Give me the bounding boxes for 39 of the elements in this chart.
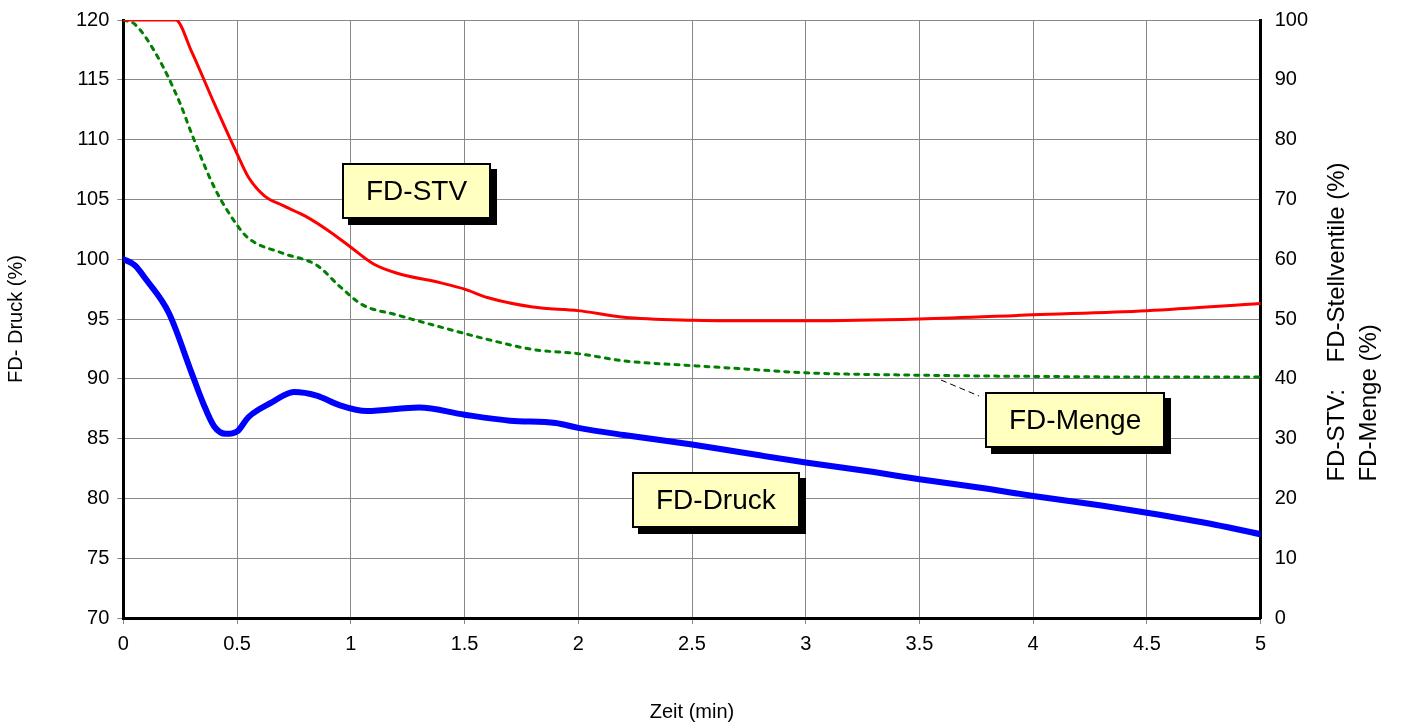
y-tick-label: 105 [75,186,110,209]
y-axis-title: FD- Druck (%) [3,255,26,383]
x-tick-label: 3 [800,631,812,654]
y-tick-label: 90 [87,366,110,389]
y2-tick-label: 90 [1274,67,1297,90]
y2-tick-label: 40 [1274,366,1297,389]
x-tick-label: 5 [1255,631,1267,654]
y-tick-label: 95 [87,306,110,329]
x-tick-label: 1 [345,631,357,654]
y-tick-label: 80 [87,485,110,508]
y2-tick-label: 20 [1274,485,1297,508]
y2-tick-label: 10 [1274,545,1297,568]
x-tick-label: 1.5 [450,631,479,654]
y2-tick-label: 80 [1274,127,1297,150]
series-label: FD-STV [342,163,492,219]
y2-tick-label: 50 [1274,306,1297,329]
y-tick-label: 115 [77,67,110,90]
series-label: FD-Druck [632,472,800,528]
x-tick-label: 0 [117,631,129,654]
x-tick-label: 4.5 [1133,631,1161,654]
x-tick-label: 2 [572,631,584,654]
x-tick-label: 3.5 [905,631,934,654]
y-tick-label: 85 [87,426,110,449]
y2-axis-title: FD-STV: FD-Stellventile (%) FD-Menge (%) [1321,162,1382,482]
y2-tick-label: 70 [1274,186,1297,209]
x-tick-label: 0.5 [223,631,251,654]
y-tick-label: 100 [75,246,110,269]
y-tick-label: 70 [87,605,110,628]
y2-tick-label: 60 [1274,246,1297,269]
series-label: FD-Menge [985,392,1166,448]
x-tick-label: 4 [1027,631,1039,654]
y-tick-label: 75 [87,545,110,568]
y-tick-label: 120 [75,7,110,30]
x-tick-label: 2.5 [678,631,706,654]
y2-tick-label: 0 [1274,605,1286,628]
x-axis-title: Zeit (min) [649,699,735,722]
y-tick-label: 110 [77,127,110,150]
y2-tick-label: 100 [1274,7,1309,30]
y2-tick-label: 30 [1274,426,1297,449]
